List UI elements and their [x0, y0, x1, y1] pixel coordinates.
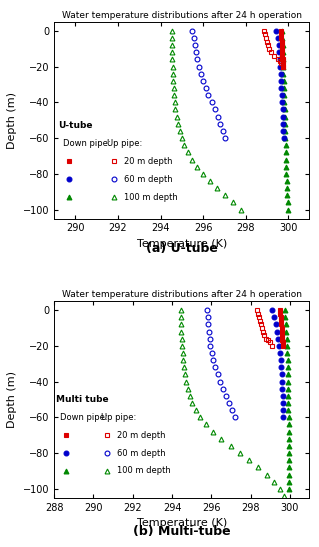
Text: (b) Multi-tube: (b) Multi-tube	[133, 525, 231, 538]
X-axis label: Temperature (K): Temperature (K)	[137, 239, 227, 249]
Text: 20 m depth: 20 m depth	[117, 430, 166, 440]
Text: 20 m depth: 20 m depth	[124, 157, 173, 166]
Title: Water temperature distributions after 24 h operation: Water temperature distributions after 24…	[62, 11, 302, 20]
Text: Up pipe:: Up pipe:	[108, 139, 143, 148]
Text: 60 m depth: 60 m depth	[117, 449, 166, 458]
X-axis label: Temperature (K): Temperature (K)	[137, 518, 227, 528]
Text: 60 m depth: 60 m depth	[124, 174, 173, 184]
Text: U-tube: U-tube	[58, 121, 93, 130]
Title: Water temperature distributions after 24 h operation: Water temperature distributions after 24…	[62, 290, 302, 299]
Y-axis label: Depth (m): Depth (m)	[7, 92, 17, 149]
Y-axis label: Depth (m): Depth (m)	[7, 371, 17, 428]
Text: 100 m depth: 100 m depth	[124, 193, 178, 202]
Text: Down pipe:: Down pipe:	[60, 413, 108, 422]
Text: Multi tube: Multi tube	[56, 395, 109, 404]
Text: (a) U-tube: (a) U-tube	[146, 242, 218, 255]
Text: Down pipe:: Down pipe:	[63, 139, 110, 148]
Text: 100 m depth: 100 m depth	[117, 467, 171, 475]
Text: Up pipe:: Up pipe:	[101, 413, 137, 422]
